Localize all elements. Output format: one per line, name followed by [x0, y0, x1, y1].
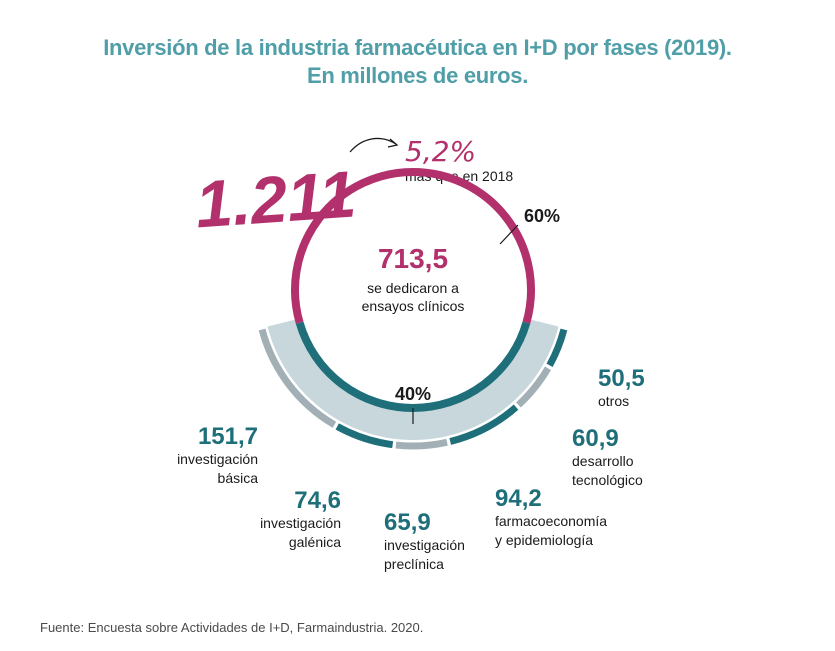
breakdown-segment-1	[258, 328, 337, 428]
breakdown-label-3-line-2: preclínica	[384, 556, 444, 572]
other-phases-arc	[295, 321, 531, 412]
clinical-trials-value: 713,5	[378, 243, 448, 274]
breakdown-label-1-line-2: básica	[218, 470, 259, 486]
breakdown-value-5: 60,9	[572, 425, 619, 452]
breakdown-value-6: 50,5	[598, 365, 645, 392]
change-percent: 5,2%	[405, 135, 476, 168]
breakdown-value-4: 94,2	[495, 485, 542, 512]
source-note: Fuente: Encuesta sobre Actividades de I+…	[40, 620, 424, 635]
percent-60-leader	[499, 224, 519, 245]
arrow-icon	[349, 137, 397, 153]
breakdown-segment-2	[335, 423, 394, 449]
breakdown-value-3: 65,9	[384, 509, 431, 536]
breakdown-label-2-line-1: investigación	[260, 515, 341, 531]
breakdown-label-1-line-1: investigación	[177, 451, 258, 467]
breakdown-segment-3	[395, 438, 448, 450]
breakdown-segment-4	[449, 404, 519, 445]
clinical-trials-label-1: se dedicaron a	[367, 280, 459, 296]
percent-40-label: 40%	[395, 384, 431, 404]
breakdown-band	[267, 319, 559, 440]
breakdown-segment-5	[516, 366, 552, 408]
breakdown-label-4-line-2: y epidemiología	[495, 532, 593, 548]
clinical-trials-arc	[291, 168, 535, 324]
arrow-head-icon	[387, 138, 399, 148]
breakdown-label-5-line-2: tecnológico	[572, 472, 643, 488]
arc-group	[258, 168, 568, 450]
breakdown-label-6-line-1: otros	[598, 393, 629, 409]
chart-title-line-2: En millones de euros.	[306, 63, 529, 88]
clinical-trials-label-2: ensayos clínicos	[362, 298, 465, 314]
chart-title-line-1: Inversión de la industria farmacéutica e…	[103, 35, 732, 60]
breakdown-labels: 151,7investigaciónbásica74,6investigació…	[177, 365, 645, 572]
breakdown-value-1: 151,7	[198, 423, 258, 450]
breakdown-label-2-line-2: galénica	[289, 534, 341, 550]
breakdown-label-4-line-1: farmacoeconomía	[495, 513, 607, 529]
breakdown-label-5-line-1: desarrollo	[572, 453, 634, 469]
percent-60-label: 60%	[524, 206, 560, 226]
total-investment-value: 1.211	[193, 157, 358, 242]
breakdown-segment-6	[546, 328, 568, 368]
breakdown-label-3-line-1: investigación	[384, 537, 465, 553]
breakdown-value-2: 74,6	[294, 487, 341, 514]
